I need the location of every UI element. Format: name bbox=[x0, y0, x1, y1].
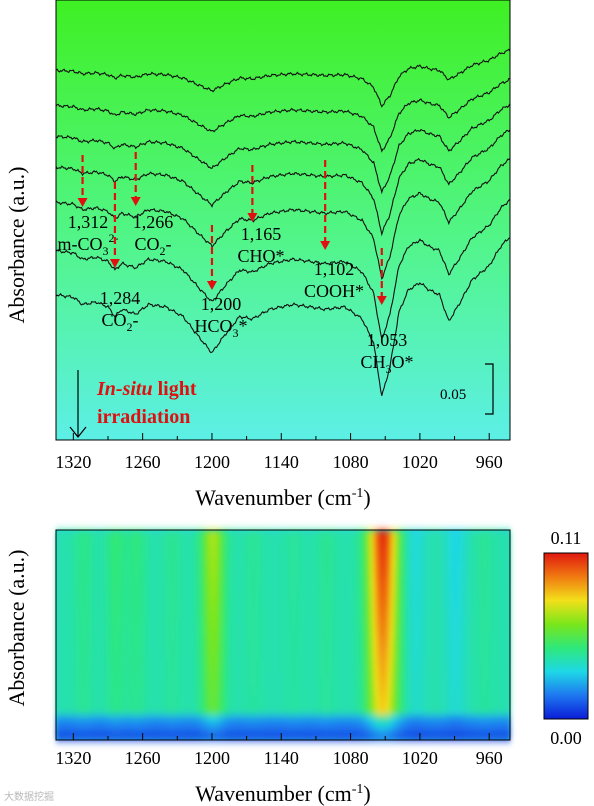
peak-arrow-head bbox=[109, 259, 120, 268]
peak-wavenumber-label: 1,266 bbox=[133, 212, 174, 232]
x-tick-label: 1320 bbox=[55, 748, 91, 768]
heatmap-bands bbox=[56, 530, 511, 741]
x-tick-label: 1140 bbox=[264, 748, 299, 768]
peak-wavenumber-label: 1,053 bbox=[367, 330, 408, 350]
spectrum-line-5 bbox=[56, 158, 510, 281]
heatmap-x-axis-label: Wavenumber (cm-1) bbox=[195, 781, 370, 806]
scale-bar bbox=[485, 363, 494, 415]
spectra-x-axis-label: Wavenumber (cm-1) bbox=[195, 485, 370, 510]
spectrum-line-1 bbox=[56, 48, 510, 108]
irradiation-arrow bbox=[69, 370, 87, 438]
watermark-text: 大数据挖掘 bbox=[4, 792, 54, 803]
x-tick-label: 960 bbox=[476, 748, 503, 768]
x-tick-label: 1260 bbox=[125, 748, 161, 768]
spectra-x-ticks bbox=[72, 433, 490, 440]
peak-species-label: CO2- bbox=[134, 234, 171, 258]
heatmap-panel: 1320 1260 1200 1140 1080 1020 960 Absorbance (… bbox=[4, 528, 589, 806]
colorbar bbox=[543, 552, 589, 720]
spectra-y-axis-label: Absorbance (a.u.) bbox=[4, 167, 29, 324]
peak-species-label: HCO3* bbox=[194, 316, 247, 340]
peak-species-label: CH3O* bbox=[360, 352, 413, 376]
x-tick-label: 1080 bbox=[333, 748, 369, 768]
peak-wavenumber-label: 1,312 bbox=[68, 212, 109, 232]
peak-species-label: m-CO32- bbox=[58, 231, 119, 258]
peak-species-label: CHO* bbox=[237, 246, 284, 266]
heatmap-y-axis-label: Absorbance (a.u.) bbox=[4, 550, 29, 707]
x-tick-label: 1200 bbox=[194, 748, 230, 768]
spectrum-line-6 bbox=[56, 198, 510, 341]
heatmap-x-tick-labels: 1320 1260 1200 1140 1080 1020 960 bbox=[55, 748, 502, 768]
spectra-x-tick-labels: 1320 1260 1200 1140 1080 1020 960 bbox=[55, 452, 502, 472]
peak-wavenumber-label: 1,102 bbox=[314, 259, 355, 279]
peak-arrow-head bbox=[206, 281, 217, 290]
x-tick-label: 1320 bbox=[55, 452, 91, 472]
x-tick-label: 960 bbox=[476, 452, 503, 472]
scale-bar-label: 0.05 bbox=[440, 387, 466, 403]
peak-arrow-head bbox=[130, 197, 141, 206]
x-tick-label: 1260 bbox=[125, 452, 161, 472]
peak-wavenumber-label: 1,284 bbox=[100, 288, 141, 308]
x-tick-label: 1020 bbox=[402, 452, 438, 472]
peak-species-label: CO2- bbox=[101, 310, 138, 334]
irradiation-label-line2: irradiation bbox=[97, 406, 190, 428]
heatmap-x-ticks bbox=[72, 733, 490, 740]
peak-arrow-head bbox=[247, 213, 258, 222]
peak-wavenumber-label: 1,165 bbox=[241, 224, 282, 244]
x-tick-label: 1200 bbox=[194, 452, 230, 472]
peak-arrow-head bbox=[320, 241, 331, 250]
colorbar-min-label: 0.00 bbox=[550, 728, 582, 748]
spectra-plot-frame bbox=[55, 0, 511, 441]
spectrum-line-3 bbox=[56, 103, 510, 195]
spectra-lines bbox=[56, 48, 510, 396]
spectrum-line-2 bbox=[56, 78, 510, 153]
spectra-plot-background bbox=[56, 0, 510, 440]
peak-annotations: 1,312m-CO32-1,284CO2-1,266CO2-1,200HCO3*… bbox=[58, 152, 414, 376]
peak-arrow-head bbox=[77, 198, 88, 207]
x-tick-label: 1020 bbox=[402, 748, 438, 768]
colorbar-max-label: 0.11 bbox=[551, 528, 582, 548]
irradiation-label: In-situ light bbox=[96, 378, 197, 400]
heatmap-plot-frame bbox=[55, 529, 511, 741]
spectrum-line-4 bbox=[56, 129, 510, 237]
x-tick-label: 1080 bbox=[333, 452, 369, 472]
peak-arrow-head bbox=[376, 296, 387, 305]
peak-species-label: COOH* bbox=[304, 281, 364, 301]
peak-wavenumber-label: 1,200 bbox=[201, 294, 242, 314]
x-tick-label: 1140 bbox=[264, 452, 299, 472]
spectrum-line-7 bbox=[56, 237, 510, 396]
spectra-panel: 1,312m-CO32-1,284CO2-1,266CO2-1,200HCO3*… bbox=[4, 0, 511, 510]
